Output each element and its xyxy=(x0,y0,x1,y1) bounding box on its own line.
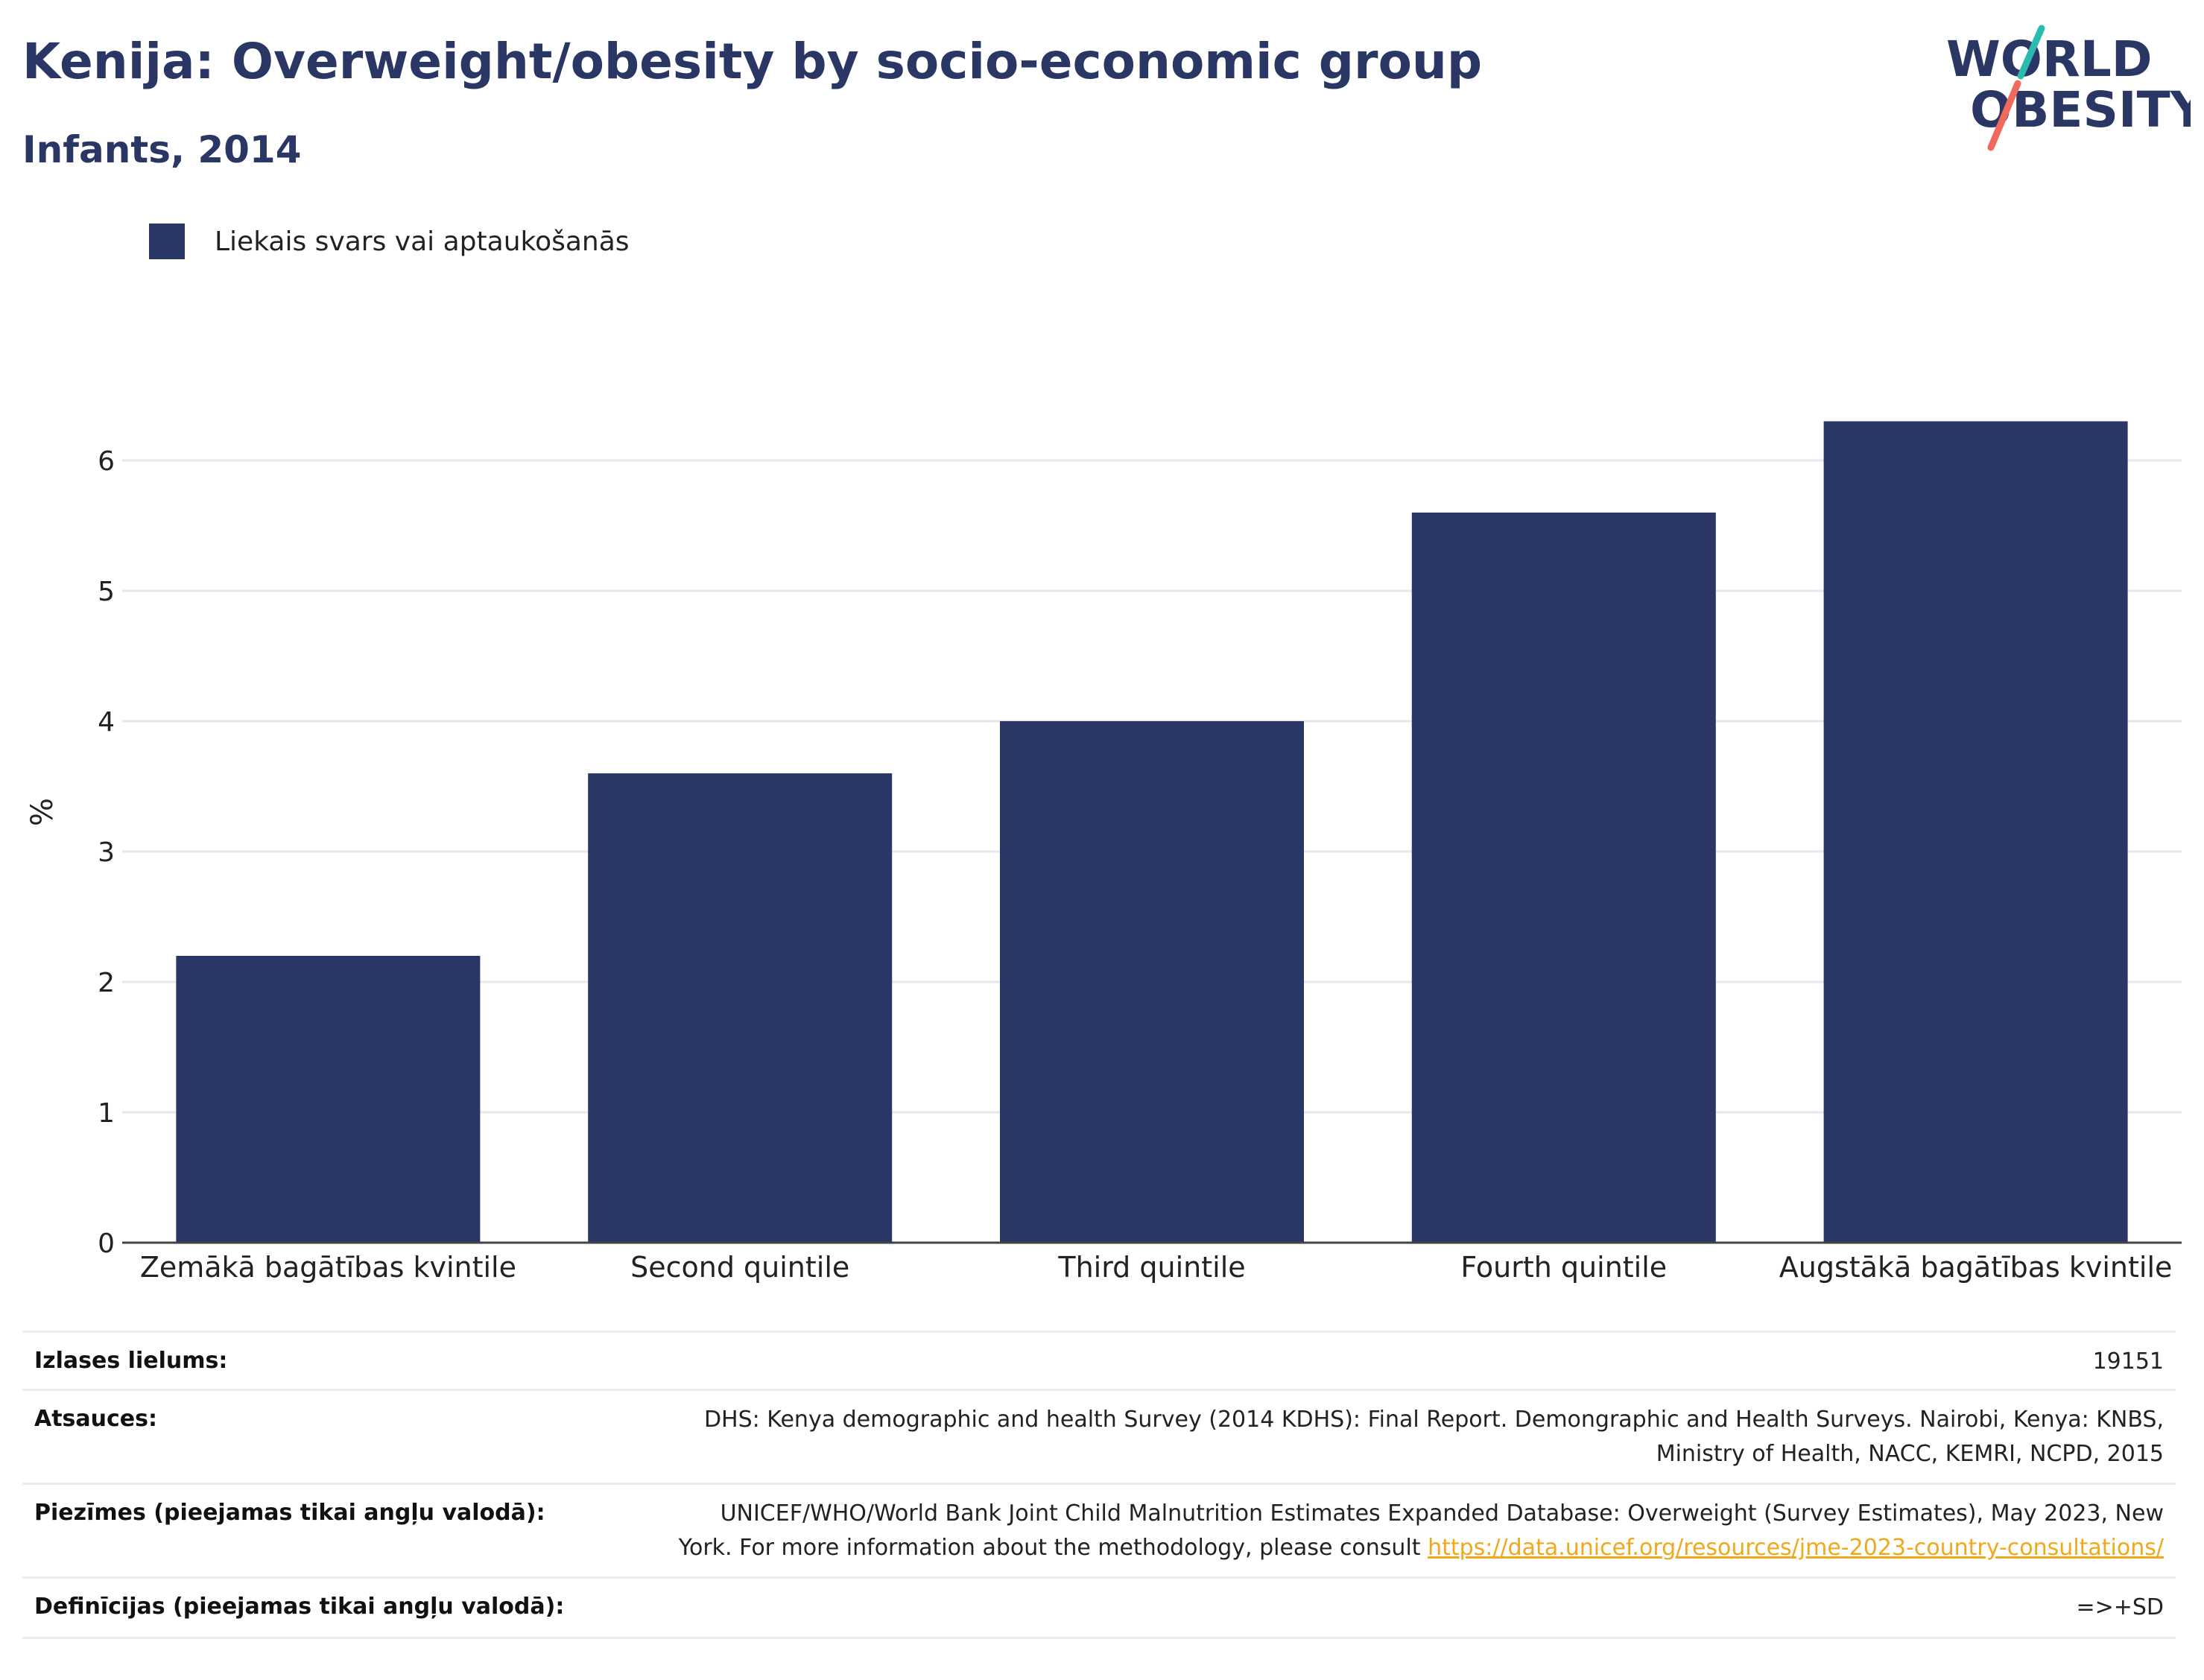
metadata-table: Izlases lielums: 19151 Atsauces: DHS: Ke… xyxy=(22,1331,2176,1639)
x-tick-label: Fourth quintile xyxy=(1460,1251,1667,1284)
x-tick-label: Zemākā bagātības kvintile xyxy=(140,1251,516,1284)
x-tick-labels: Zemākā bagātības kvintile Second quintile… xyxy=(140,1251,2173,1284)
sources-line-2: Ministry of Health, NACC, KEMRI, NCPD, 2… xyxy=(1656,1441,2164,1467)
sample-size-label: Izlases lielums: xyxy=(34,1348,228,1374)
bar[interactable] xyxy=(1000,721,1304,1243)
legend-swatch xyxy=(149,224,185,259)
legend[interactable]: Liekais svars vai aptaukošanās xyxy=(149,222,630,261)
y-tick-label: 6 xyxy=(98,446,115,477)
y-tick-label: 2 xyxy=(98,968,115,998)
meta-row-sample-size: Izlases lielums: 19151 xyxy=(22,1331,2176,1389)
logo-text-world: WORLD xyxy=(1946,31,2153,88)
notes-line-2: York. For more information about the met… xyxy=(678,1535,1428,1561)
bar[interactable] xyxy=(176,956,481,1243)
bar[interactable] xyxy=(1411,513,1716,1243)
y-tick-label: 4 xyxy=(98,707,115,738)
bar[interactable] xyxy=(588,773,893,1243)
methodology-link[interactable]: https://data.unicef.org/resources/jme-20… xyxy=(1428,1535,2164,1561)
definitions-label: Definīcijas (pieejamas tikai angļu valod… xyxy=(34,1594,565,1620)
logo-slash-top xyxy=(2017,25,2045,80)
meta-row-notes: Piezīmes (pieejamas tikai angļu valodā):… xyxy=(22,1483,2176,1576)
definitions-value: =>+SD xyxy=(2076,1594,2164,1620)
bar-chart: 0 1 2 3 4 5 6 Zemākā bagātības kvintile Second … xyxy=(25,421,2182,1284)
sources-label: Atsauces: xyxy=(34,1406,157,1432)
logo-slash-bottom xyxy=(1987,80,2021,151)
y-axis-title: % xyxy=(25,798,60,826)
y-tick-label: 5 xyxy=(98,577,115,607)
notes-line-1: UNICEF/WHO/World Bank Joint Child Malnut… xyxy=(720,1500,2164,1527)
sample-size-value: 19151 xyxy=(2092,1348,2164,1375)
y-tick-label: 0 xyxy=(98,1229,115,1259)
meta-row-definitions: Definīcijas (pieejamas tikai angļu valod… xyxy=(22,1576,2176,1639)
notes-label: Piezīmes (pieejamas tikai angļu valodā): xyxy=(34,1500,545,1526)
y-tick-labels: 0 1 2 3 4 5 6 xyxy=(98,446,115,1259)
y-tick-label: 3 xyxy=(98,837,115,868)
x-tick-label: Second quintile xyxy=(630,1251,849,1284)
world-obesity-logo: WORLD OBESITY xyxy=(1946,25,2191,151)
sources-value: DHS: Kenya demographic and health Survey… xyxy=(704,1403,2164,1471)
bar[interactable] xyxy=(1823,421,2128,1243)
bars xyxy=(176,421,2128,1243)
x-tick-label: Augstākā bagātības kvintile xyxy=(1779,1251,2173,1284)
chart-title: Kenija: Overweight/obesity by socio-econ… xyxy=(22,33,1483,90)
legend-label: Liekais svars vai aptaukošanās xyxy=(215,226,630,257)
notes-value: UNICEF/WHO/World Bank Joint Child Malnut… xyxy=(679,1497,2164,1565)
y-tick-label: 1 xyxy=(98,1098,115,1129)
x-tick-label: Third quintile xyxy=(1057,1251,1245,1284)
sources-line-1: DHS: Kenya demographic and health Survey… xyxy=(703,1407,2164,1433)
chart-subtitle: Infants, 2014 xyxy=(22,128,302,171)
meta-row-sources: Atsauces: DHS: Kenya demographic and hea… xyxy=(22,1389,2176,1483)
